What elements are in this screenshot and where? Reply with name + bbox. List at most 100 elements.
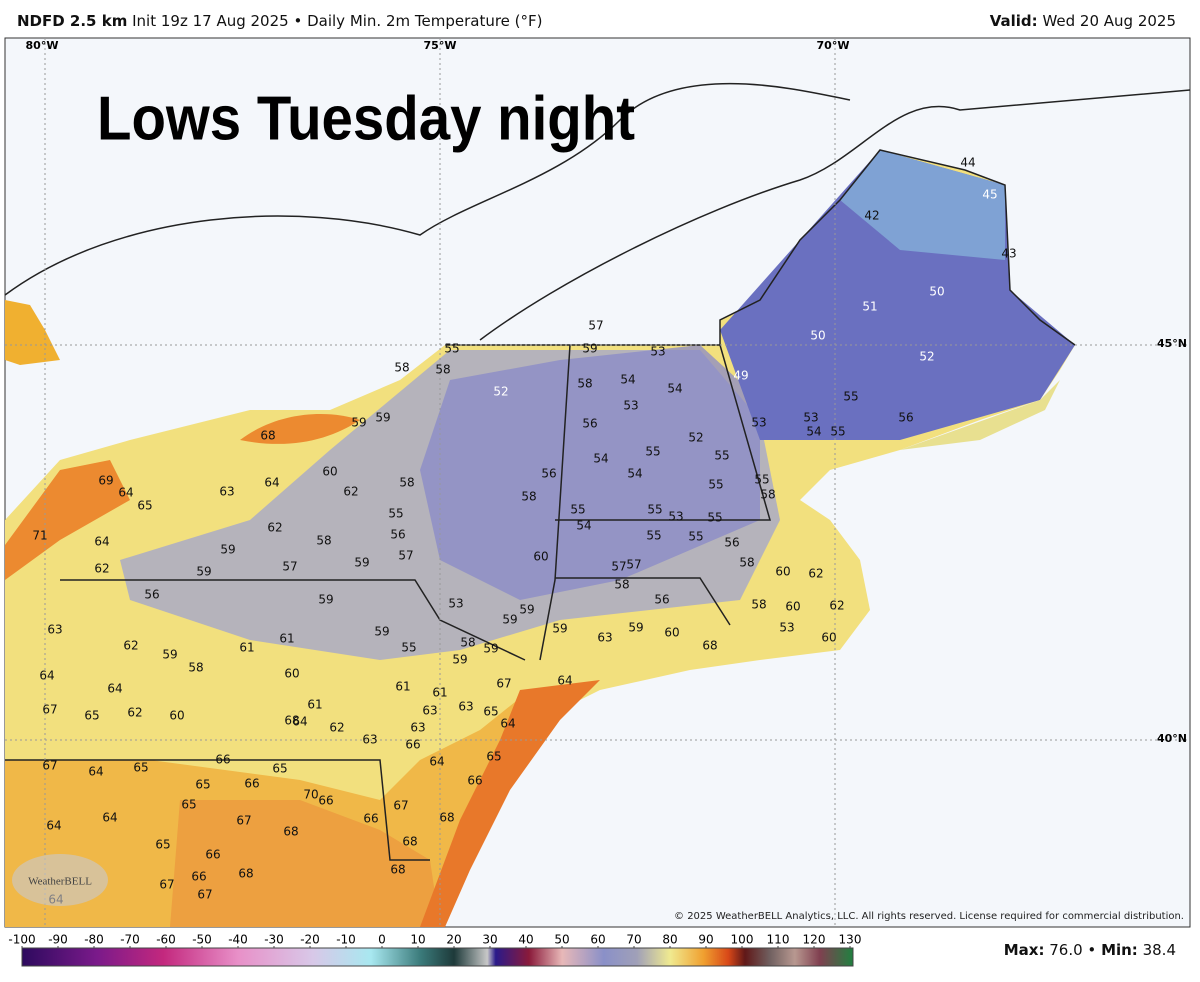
colorbar-tick-label: -90	[48, 933, 68, 947]
temperature-label: 58	[577, 377, 592, 391]
temperature-label: 55	[754, 473, 769, 487]
header-left: NDFD 2.5 km Init 19z 17 Aug 2025 • Daily…	[17, 12, 543, 30]
temperature-label: 68	[238, 867, 253, 881]
colorbar	[21, 947, 854, 967]
temperature-label: 54	[620, 373, 635, 387]
temperature-label: 59	[452, 653, 467, 667]
temperature-label: 45	[982, 188, 997, 202]
temperature-label: 63	[422, 704, 437, 718]
colorbar-tick-label: -100	[8, 933, 35, 947]
temperature-label: 55	[647, 503, 662, 517]
temperature-label: 43	[1001, 247, 1016, 261]
temperature-label: 65	[155, 838, 170, 852]
temperature-label: 66	[191, 870, 206, 884]
temperature-label: 60	[775, 565, 790, 579]
temperature-label: 62	[329, 721, 344, 735]
footer: Max: 76.0 • Min: 38.4	[1004, 941, 1176, 959]
temperature-label: 62	[127, 706, 142, 720]
temperature-label: 67	[159, 878, 174, 892]
watermark: WeatherBELL	[28, 876, 92, 888]
temperature-label: 57	[611, 560, 626, 574]
temperature-label: 55	[401, 641, 416, 655]
temperature-label: 58	[188, 661, 203, 675]
temperature-label: 59	[519, 603, 534, 617]
temperature-label: 63	[362, 733, 377, 747]
temperature-label: 68	[283, 825, 298, 839]
temperature-label: 59	[354, 556, 369, 570]
temperature-label: 53	[751, 416, 766, 430]
temperature-label: 57	[626, 558, 641, 572]
temperature-label: 59	[196, 565, 211, 579]
temperature-label: 66	[244, 777, 259, 791]
temperature-label: 59	[582, 342, 597, 356]
init-time: Init 19z 17 Aug 2025	[132, 12, 289, 30]
temperature-label: 58	[316, 534, 331, 548]
temperature-label: 64	[39, 669, 54, 683]
temperature-label: 67	[197, 888, 212, 902]
temperature-label: 53	[650, 345, 665, 359]
temperature-label: 52	[688, 431, 703, 445]
temperature-label: 64	[46, 819, 61, 833]
temperature-label: 61	[432, 686, 447, 700]
temperature-label: 60	[533, 550, 548, 564]
temperature-label: 64	[118, 486, 133, 500]
temperature-label: 53	[668, 510, 683, 524]
temperature-label: 69	[98, 474, 113, 488]
temperature-label: 64	[557, 674, 572, 688]
colorbar-tick-label: 90	[698, 933, 713, 947]
temperature-label: 55	[714, 449, 729, 463]
lat-label: 45°N	[1157, 337, 1187, 350]
borders	[4, 82, 1191, 861]
temperature-label: 59	[162, 648, 177, 662]
temperature-label: 63	[597, 631, 612, 645]
temperature-label: 65	[181, 798, 196, 812]
colorbar-tick-label: -70	[120, 933, 140, 947]
temperature-label: 59	[502, 613, 517, 627]
temperature-label: 64	[94, 535, 109, 549]
colorbar-tick-label: 50	[554, 933, 569, 947]
temperature-label: 57	[282, 560, 297, 574]
colorbar-tick-label: 70	[626, 933, 641, 947]
temperature-label: 56	[654, 593, 669, 607]
temperature-label: 65	[195, 778, 210, 792]
temperature-label: 65	[137, 499, 152, 513]
colorbar-tick-label: -60	[156, 933, 176, 947]
colorbar-tick-label: 60	[590, 933, 605, 947]
temperature-label: 60	[785, 600, 800, 614]
max-value: 76.0	[1049, 941, 1083, 959]
temperature-label: 63	[47, 623, 62, 637]
temperature-label: 62	[123, 639, 138, 653]
lon-label: 75°W	[424, 39, 457, 52]
lon-label: 80°W	[26, 39, 59, 52]
temperature-label: 59	[628, 621, 643, 635]
field-name: Daily Min. 2m Temperature (°F)	[307, 12, 543, 30]
temperature-label: 59	[220, 543, 235, 557]
temperature-label: 66	[363, 812, 378, 826]
temperature-label: 55	[708, 478, 723, 492]
temperature-label: 70	[303, 788, 318, 802]
temperature-label: 60	[322, 465, 337, 479]
temperature-label: 65	[84, 709, 99, 723]
temperature-label: 62	[808, 567, 823, 581]
temperature-label: 52	[493, 385, 508, 399]
temperature-label: 58	[751, 598, 766, 612]
colorbar-tick-label: 30	[482, 933, 497, 947]
temperature-label: 68	[390, 863, 405, 877]
temperature-label: 68	[284, 714, 299, 728]
temperature-label: 55	[645, 445, 660, 459]
temperature-label: 58	[394, 361, 409, 375]
temperature-label: 54	[593, 452, 608, 466]
temperature-label: 59	[483, 642, 498, 656]
temperature-label: 62	[343, 485, 358, 499]
colorbar-tick-label: -50	[192, 933, 212, 947]
watermark-logo	[12, 854, 108, 906]
temperature-label: 50	[810, 329, 825, 343]
temperature-label: 42	[864, 209, 879, 223]
colorbar-tick-label: 110	[767, 933, 790, 947]
temperature-label: 56	[724, 536, 739, 550]
temperature-label: 66	[318, 794, 333, 808]
temperature-label: 55	[444, 342, 459, 356]
copyright: © 2025 WeatherBELL Analytics, LLC. All r…	[674, 911, 1184, 922]
colorbar-tick-label: 80	[662, 933, 677, 947]
temperature-label: 55	[843, 390, 858, 404]
